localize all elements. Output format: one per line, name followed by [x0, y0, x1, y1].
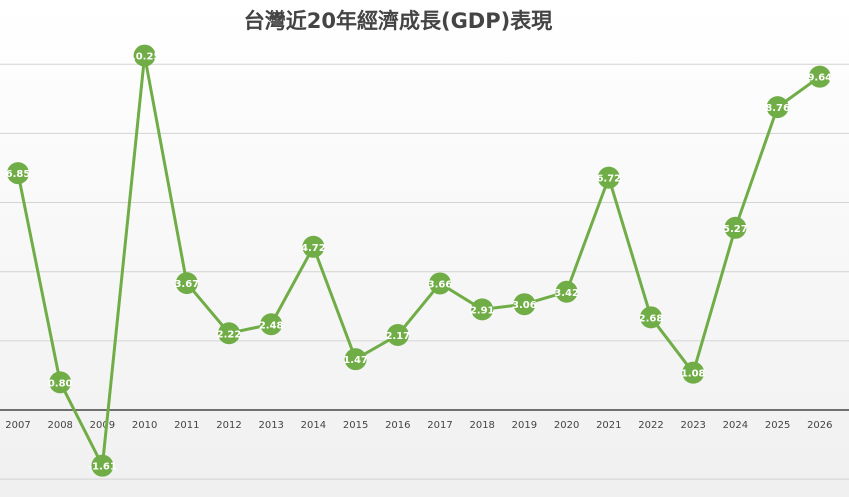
marker [344, 348, 367, 371]
x-tick-label: 2008 [47, 420, 72, 431]
x-tick-label: 2017 [427, 420, 452, 431]
data-label: 8.76 [765, 103, 790, 114]
chart-title: 台灣近20年經濟成長(GDP)表現 [244, 9, 552, 33]
x-tick-label: 2023 [680, 420, 705, 431]
data-label: 2.22 [217, 329, 242, 340]
data-label: 3.66 [428, 279, 453, 290]
x-tick-label: 2011 [174, 420, 199, 431]
data-label: 4.72 [301, 243, 326, 254]
x-tick-label: 2015 [343, 420, 368, 431]
marker [91, 454, 114, 477]
x-tick-label: 2013 [258, 420, 283, 431]
marker [429, 272, 451, 295]
marker [49, 371, 72, 394]
data-label: 0.80 [48, 378, 73, 389]
series-line [16, 55, 821, 471]
x-tick-label: 2020 [554, 420, 579, 431]
marker [386, 323, 409, 346]
marker [7, 162, 29, 185]
x-tick-label: 2014 [301, 420, 326, 431]
data-label: 3.06 [512, 300, 537, 311]
marker [260, 313, 283, 336]
data-label: 2.68 [639, 313, 664, 324]
x-tick-label: 2024 [723, 420, 748, 431]
data-label: 9.64 [807, 73, 832, 84]
marker [555, 280, 578, 303]
x-tick-label: 2012 [216, 420, 241, 431]
marker [724, 216, 747, 239]
marker [175, 272, 198, 295]
marker [133, 44, 156, 67]
data-label: 2.91 [470, 305, 495, 316]
x-tick-label: 2010 [132, 420, 157, 431]
marker [471, 298, 494, 321]
x-tick-label: 2016 [385, 420, 410, 431]
x-tick-label: 2018 [469, 420, 494, 431]
data-label: 2.17 [385, 331, 410, 342]
marker [513, 293, 536, 316]
marker [640, 306, 662, 329]
x-tick-label: 2009 [90, 420, 115, 431]
marker [766, 96, 789, 119]
data-label: 6.85 [6, 169, 31, 180]
marker [302, 235, 325, 258]
marker [682, 361, 705, 384]
x-tick-label: 2007 [5, 420, 30, 431]
marker [597, 166, 620, 189]
x-tick-label: 2026 [807, 420, 832, 431]
data-label: 5.27 [723, 224, 748, 235]
marker [218, 322, 240, 345]
marker [808, 65, 831, 88]
data-label: 6.72 [596, 174, 621, 185]
x-tick-label: 2022 [638, 420, 663, 431]
data-label: -1.61 [88, 462, 117, 473]
data-label: 3.42 [554, 288, 579, 299]
x-tick-label: 2019 [512, 420, 537, 431]
data-label: 10.25 [129, 52, 161, 63]
x-tick-label: 2021 [596, 420, 621, 431]
x-tick-label: 2025 [765, 420, 790, 431]
data-label: 2.48 [259, 320, 284, 331]
data-label: 1.47 [343, 355, 368, 366]
data-label: 1.08 [681, 369, 706, 380]
data-label: 3.67 [174, 279, 199, 290]
